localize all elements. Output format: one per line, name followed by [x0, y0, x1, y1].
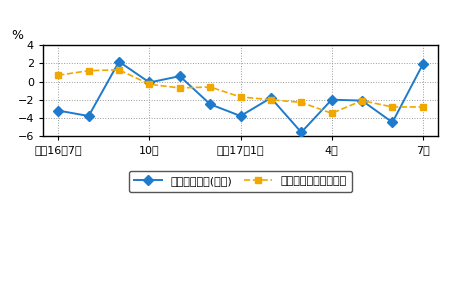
きまって支給する給与	[299, 101, 304, 104]
きまって支給する給与	[359, 99, 365, 102]
現金給与総額(名目)	[268, 96, 274, 99]
きまって支給する給与	[390, 105, 395, 109]
現金給与総額(名目)	[207, 103, 213, 106]
Legend: 現金給与総額(名目), きまって支給する給与: 現金給与総額(名目), きまって支給する給与	[129, 170, 352, 192]
きまって支給する給与	[268, 98, 274, 101]
きまって支給する給与	[177, 86, 183, 89]
現金給与総額(名目)	[359, 99, 365, 102]
きまって支給する給与	[207, 85, 213, 89]
Line: きまって支給する給与: きまって支給する給与	[55, 66, 426, 117]
現金給与総額(名目)	[86, 114, 92, 118]
現金給与総額(名目)	[238, 114, 243, 118]
現金給与総額(名目)	[56, 109, 61, 112]
きまって支給する給与	[116, 68, 122, 72]
現金給与総額(名目)	[177, 74, 183, 78]
きまって支給する給与	[86, 69, 92, 72]
現金給与総額(名目)	[299, 131, 304, 134]
現金給与総額(名目)	[147, 81, 152, 84]
きまって支給する給与	[329, 112, 334, 115]
現金給与総額(名目)	[390, 121, 395, 124]
きまって支給する給与	[147, 83, 152, 86]
きまって支給する給与	[420, 105, 425, 109]
現金給与総額(名目)	[329, 98, 334, 101]
現金給与総額(名目)	[116, 60, 122, 63]
現金給与総額(名目)	[420, 63, 425, 66]
Text: %: %	[11, 29, 24, 42]
きまって支給する給与	[56, 74, 61, 77]
Line: 現金給与総額(名目): 現金給与総額(名目)	[55, 58, 426, 136]
きまって支給する給与	[238, 95, 243, 99]
